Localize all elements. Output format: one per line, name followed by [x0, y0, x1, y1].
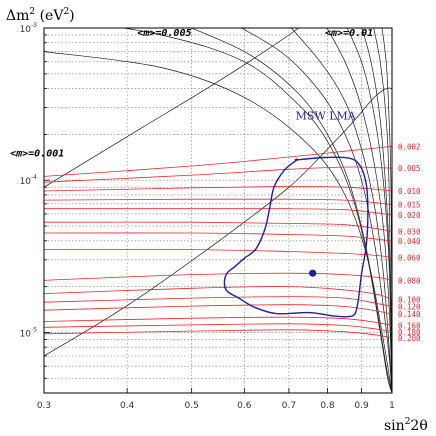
- red-curve: [44, 232, 392, 242]
- black-curve: [373, 28, 392, 393]
- x-tick-label: 0.4: [120, 401, 135, 411]
- x-tick-label: 0.7: [282, 401, 296, 411]
- black-curve: [44, 28, 300, 188]
- annotations: MSW LMA0.0020.0050.0100.0150.0200.0300.0…: [10, 28, 421, 343]
- x-axis-label: sin22θ: [384, 417, 428, 434]
- red-curve: [44, 198, 392, 206]
- red-curve-label: 0.002: [398, 142, 421, 151]
- red-curve: [44, 304, 392, 315]
- black-curve: [122, 28, 392, 393]
- red-curve-label: 0.005: [398, 164, 421, 173]
- msw-lma-contour: [223, 156, 369, 318]
- grid: [44, 28, 392, 393]
- red-curve: [44, 208, 392, 216]
- red-curve: [44, 316, 392, 326]
- mass-annotation: <m>=0.001: [10, 148, 64, 159]
- curves: [44, 28, 392, 393]
- black-curve: [44, 51, 392, 393]
- black-curve: [44, 87, 392, 357]
- plot-frame: [43, 27, 393, 394]
- red-curve-label: 0.180: [398, 328, 421, 337]
- black-curve: [326, 28, 392, 393]
- red-curve: [44, 272, 392, 281]
- red-curve: [44, 286, 392, 300]
- red-curve-label: 0.030: [398, 228, 421, 237]
- x-tick-label: 0.8: [320, 401, 335, 411]
- red-curve-label: 0.080: [398, 276, 421, 285]
- red-curve: [44, 296, 392, 307]
- red-curve-label: 0.140: [398, 310, 421, 319]
- x-tick-label: 0.3: [37, 401, 51, 411]
- mass-annotation: <m>=0.01: [325, 28, 373, 39]
- black-curve: [190, 28, 392, 393]
- black-curve: [290, 28, 392, 393]
- axis-ticks: 0.3 0.4 0.5 0.6 0.7 0.8 0.9 1 10-3 10-4 10-5: [20, 22, 395, 411]
- red-curve-label: 0.040: [398, 237, 421, 246]
- region-label: MSW LMA: [296, 110, 357, 123]
- red-curve-label: 0.200: [398, 334, 421, 343]
- x-tick-label: 0.5: [184, 401, 198, 411]
- x-tick-label: 0.6: [237, 401, 252, 411]
- red-curve-label: 0.060: [398, 254, 421, 263]
- red-curve-label: 0.020: [398, 211, 421, 220]
- mass-annotation: <m>=0.005: [137, 28, 191, 39]
- red-curve-label: 0.015: [398, 201, 421, 210]
- red-curve: [44, 221, 392, 232]
- red-curve-label: 0.010: [398, 187, 421, 196]
- best-fit-point: [309, 269, 317, 277]
- red-curve: [44, 329, 392, 339]
- red-curve-label: 0.100: [398, 295, 421, 304]
- y-tick-label: 10-4: [20, 174, 38, 187]
- red-curve: [44, 166, 392, 183]
- red-curve-label: 0.120: [398, 303, 421, 312]
- x-tick-label: 0.9: [354, 401, 369, 411]
- x-tick-label: 1: [389, 401, 395, 411]
- red-curve: [44, 323, 392, 333]
- y-axis-label: Δm2 (eV2): [6, 7, 75, 24]
- black-curve: [240, 28, 392, 393]
- red-curve: [44, 185, 392, 192]
- y-tick-label: 10-5: [20, 326, 38, 339]
- red-curve: [44, 249, 392, 258]
- red-curve: [44, 145, 392, 177]
- y-tick-label: 10-3: [20, 22, 38, 35]
- red-curve-label: 0.160: [398, 322, 421, 331]
